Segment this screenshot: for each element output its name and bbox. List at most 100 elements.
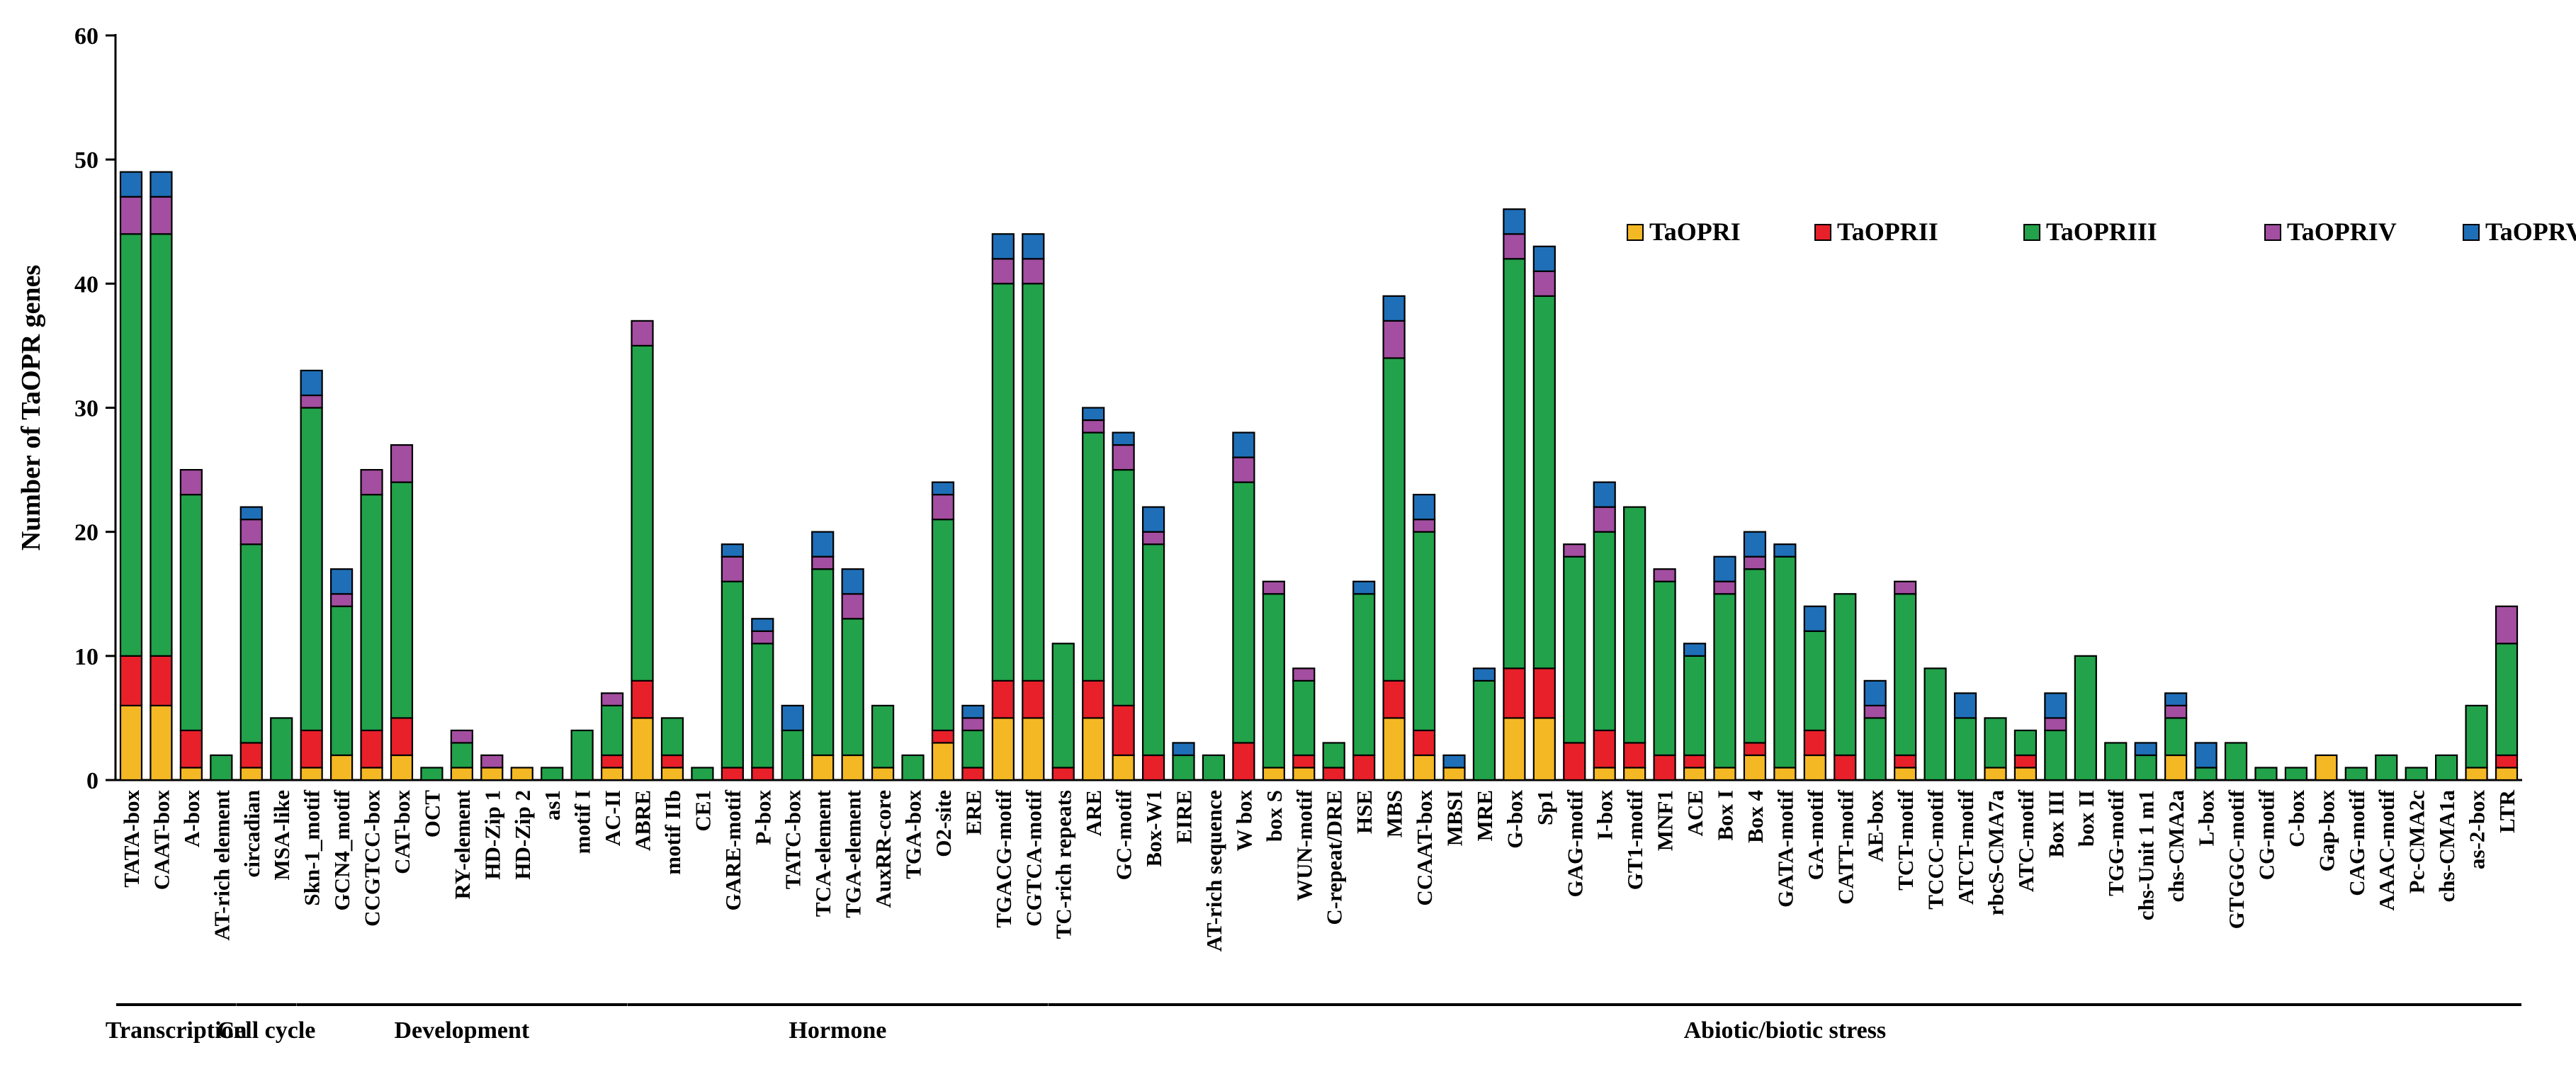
x-tick-label: TATA-box — [119, 790, 144, 888]
x-tick-label: OCT — [419, 790, 444, 838]
bar-segment-taopriii — [2495, 643, 2519, 757]
bar-stack-gc-motif — [1112, 431, 1135, 781]
bar-segment-taoprii — [1593, 729, 1616, 769]
x-tick-label: W box — [1231, 790, 1256, 852]
x-tick-label: G-box — [1502, 790, 1527, 849]
x-tick-label: as-2-box — [2465, 790, 2490, 869]
bar-segment-taopriv — [1262, 580, 1285, 595]
bar-segment-taopri — [2013, 767, 2038, 781]
bar-segment-taopri — [660, 767, 684, 781]
bar-stack-mre — [1472, 667, 1496, 781]
bar-segment-taopriii — [1863, 717, 1887, 781]
x-tick-label: TCA-element — [810, 789, 835, 917]
bar-stack-mbs — [1382, 295, 1406, 781]
y-tick-label: 50 — [74, 147, 98, 174]
bar-segment-taopriii — [1653, 580, 1676, 757]
bar-segment-taopri — [239, 767, 263, 781]
bar-segment-taopri — [510, 767, 533, 781]
bar-stack-atc-motif — [2013, 729, 2038, 781]
x-tick-label: P-box — [750, 790, 775, 845]
x-tick-labels: TATA-box CAAT-box A-box AT-rich element circ… — [119, 789, 2519, 952]
bar-stack-ac-ii — [600, 692, 624, 781]
bar-segment-taopriii — [1743, 568, 1767, 744]
bar-stack-ccgtcc-box — [360, 468, 383, 781]
bar-segment-taoprv — [991, 233, 1015, 260]
bar-stack-box-iii — [2044, 692, 2067, 781]
bar-segment-taopriii — [450, 742, 473, 769]
y-tick-label: 40 — [74, 271, 98, 298]
bar-segment-taopriv — [1082, 419, 1105, 434]
bar-segment-taoprv — [2134, 742, 2157, 757]
bar-segment-taopriv — [149, 196, 173, 235]
x-tick-label: TATC-box — [781, 790, 806, 890]
bar-segment-taopriv — [179, 468, 203, 496]
bar-segment-taopri — [1743, 754, 1767, 781]
bar-stack-circadian — [239, 506, 263, 781]
bar-stack-as1 — [541, 767, 564, 781]
bar-segment-taopriii — [781, 729, 804, 781]
x-tick-label: TGA-box — [901, 790, 926, 879]
x-tick-label: AC-II — [600, 790, 625, 846]
bar-segment-taoprv — [2194, 742, 2218, 769]
legend-label: TaOPRV — [2485, 218, 2576, 246]
x-tick-label: TC-rich repeats — [1051, 790, 1076, 939]
bar-stack-are — [1082, 407, 1105, 781]
bar-stack-mbsi — [1442, 754, 1466, 781]
legend-swatch — [2264, 224, 2281, 241]
x-tick-label: CAT-box — [390, 790, 414, 874]
x-tick-label: GT1-motif — [1622, 789, 1647, 890]
bar-segment-taoprv — [1683, 643, 1707, 657]
bar-segment-taopriii — [1172, 754, 1195, 781]
x-tick-label: TGACG-motif — [991, 789, 1016, 927]
legend-swatch — [1627, 224, 1644, 241]
bar-segment-taopriii — [2254, 767, 2278, 781]
bar-segment-taopriii — [360, 494, 383, 732]
bar-segment-taopriv — [450, 729, 473, 744]
bar-segment-taopriii — [1773, 555, 1797, 769]
bar-segment-taoprii — [1532, 667, 1556, 719]
bar-segment-taopriii — [239, 543, 263, 744]
bar-segment-taopriii — [931, 519, 955, 732]
bar-segment-taopriii — [1532, 295, 1556, 670]
bar-segment-taopriii — [1412, 531, 1436, 732]
bar-segment-taoprii — [1743, 742, 1767, 757]
x-tick-label: box S — [1262, 790, 1287, 842]
x-tick-label: L-box — [2194, 790, 2219, 847]
bar-segment-taopriii — [2435, 754, 2458, 781]
bar-segment-taoprv — [1472, 667, 1496, 682]
x-tick-label: chs-CMA1a — [2434, 790, 2459, 903]
x-tick-label: ARE — [1081, 790, 1106, 836]
bar-stack-chs-cma1a — [2435, 754, 2458, 781]
legend-item-taopriii: TaOPRIII — [2023, 218, 2157, 246]
bar-segment-taopri — [991, 717, 1015, 781]
bar-segment-taoprii — [1412, 729, 1436, 757]
bar-segment-taoprii — [1503, 667, 1526, 719]
bar-segment-taoprii — [931, 729, 955, 744]
x-tick-label: CATT-motif — [1833, 789, 1858, 905]
x-tick-label: MRE — [1472, 790, 1497, 841]
x-tick-label: Box-W1 — [1141, 790, 1166, 867]
x-tick-label: circadian — [239, 790, 264, 877]
bar-segment-taoprv — [1593, 481, 1616, 508]
bar-segment-taopriii — [1082, 431, 1105, 682]
bar-segment-taopriii — [1322, 742, 1345, 769]
bar-segment-taopri — [1112, 754, 1135, 781]
bar-segment-taoprii — [360, 729, 383, 769]
bar-stack-aaac-motif — [2375, 754, 2398, 781]
x-tick-label: GATA-motif — [1773, 789, 1797, 908]
bar-segment-taoprii — [991, 679, 1015, 719]
x-tick-label: RY-element — [450, 789, 475, 899]
legend-item-taoprii: TaOPRII — [1814, 218, 1938, 246]
group-label-development: Development — [394, 1017, 529, 1044]
bar-segment-taopri — [1532, 717, 1556, 781]
bar-stack-msa-like — [270, 717, 293, 781]
bar-segment-taoprii — [1894, 754, 1917, 769]
bar-segment-taopriv — [961, 717, 985, 732]
bar-segment-taopriii — [2224, 742, 2248, 781]
bar-segment-taopriv — [2044, 717, 2067, 732]
x-tick-label: A-box — [179, 790, 204, 847]
bar-segment-taopri — [330, 754, 354, 781]
bar-segment-taoprv — [149, 171, 173, 198]
bar-segment-taopriv — [1382, 320, 1406, 359]
bar-segment-taoprv — [961, 704, 985, 719]
